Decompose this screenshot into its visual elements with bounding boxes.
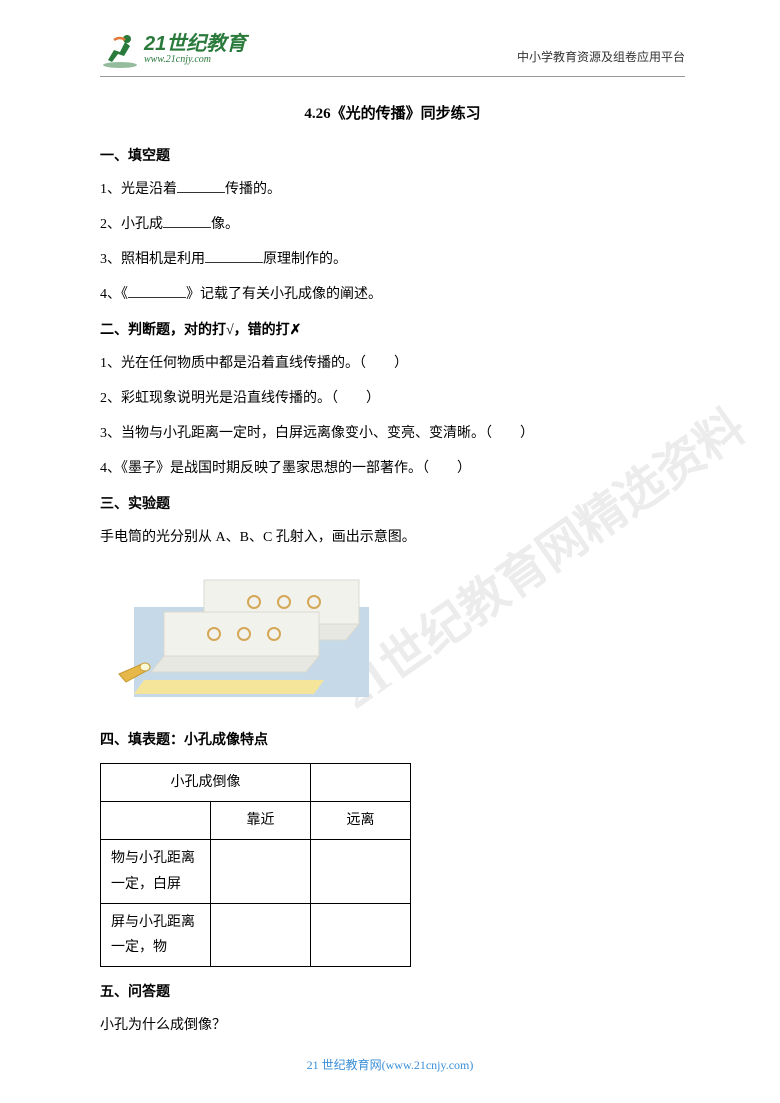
pinhole-table: 小孔成倒像 靠近 远离 物与小孔距离一定，白屏 屏与小孔距离一定，物 [100,763,411,967]
q1-3: 3、照相机是利用 原理制作的。 [100,249,685,270]
tbl-cell [211,903,311,966]
q3-1: 手电筒的光分别从 A、B、C 孔射入，画出示意图。 [100,527,685,548]
q1-3b: 原理制作的。 [263,252,347,267]
tbl-cell [211,840,311,903]
logo-runner-icon [100,30,140,68]
q2-1: 1、光在任何物质中都是沿着直线传播的。（ ） [100,353,685,374]
tbl-row1: 物与小孔距离一定，白屏 [101,840,211,903]
q1-2a: 2、小孔成 [100,217,163,232]
tbl-cell [311,840,411,903]
page-title: 4.26《光的传播》同步练习 [100,102,685,123]
section-4-head: 四、填表题：小孔成像特点 [100,729,685,749]
logo-sub-text: www.21cnjy.com [144,54,246,65]
section-2-head: 二、判断题，对的打√，错的打✗ [100,319,685,339]
page-content: 21世纪教育 www.21cnjy.com 中小学教育资源及组卷应用平台 4.2… [0,0,780,1080]
blank [163,214,211,228]
header: 21世纪教育 www.21cnjy.com 中小学教育资源及组卷应用平台 [100,30,685,68]
q1-4b: 》记载了有关小孔成像的阐述。 [186,287,382,302]
q1-1a: 1、光是沿着 [100,182,177,197]
blank [205,249,263,263]
q1-3a: 3、照相机是利用 [100,252,205,267]
q1-1: 1、光是沿着 传播的。 [100,179,685,200]
logo-main-text: 21世纪教育 [144,34,246,54]
experiment-diagram [114,562,685,713]
tbl-empty [101,802,211,840]
blank [128,284,186,298]
q1-4: 4、《 》记载了有关小孔成像的阐述。 [100,284,685,305]
q2-3: 3、当物与小孔距离一定时，白屏远离像变小、变亮、变清晰。（ ） [100,423,685,444]
tbl-blank [311,764,411,802]
q2-4: 4、《墨子》是战国时期反映了墨家思想的一部著作。（ ） [100,458,685,479]
q1-2b: 像。 [211,217,239,232]
header-right-text: 中小学教育资源及组卷应用平台 [517,48,685,65]
tbl-row2: 屏与小孔距离一定，物 [101,903,211,966]
header-divider [100,76,685,77]
tbl-cell [311,903,411,966]
blank [177,179,225,193]
q5-1: 小孔为什么成倒像？ [100,1015,685,1036]
section-5-head: 五、问答题 [100,981,685,1001]
q1-1b: 传播的。 [225,182,281,197]
tbl-title: 小孔成倒像 [101,764,311,802]
section-1-head: 一、填空题 [100,145,685,165]
logo: 21世纪教育 www.21cnjy.com [100,30,246,68]
q2-2: 2、彩虹现象说明光是沿直线传播的。（ ） [100,388,685,409]
tbl-col1: 靠近 [211,802,311,840]
section-3-head: 三、实验题 [100,493,685,513]
q1-2: 2、小孔成 像。 [100,214,685,235]
tbl-col2: 远离 [311,802,411,840]
q1-4a: 4、《 [100,287,128,302]
